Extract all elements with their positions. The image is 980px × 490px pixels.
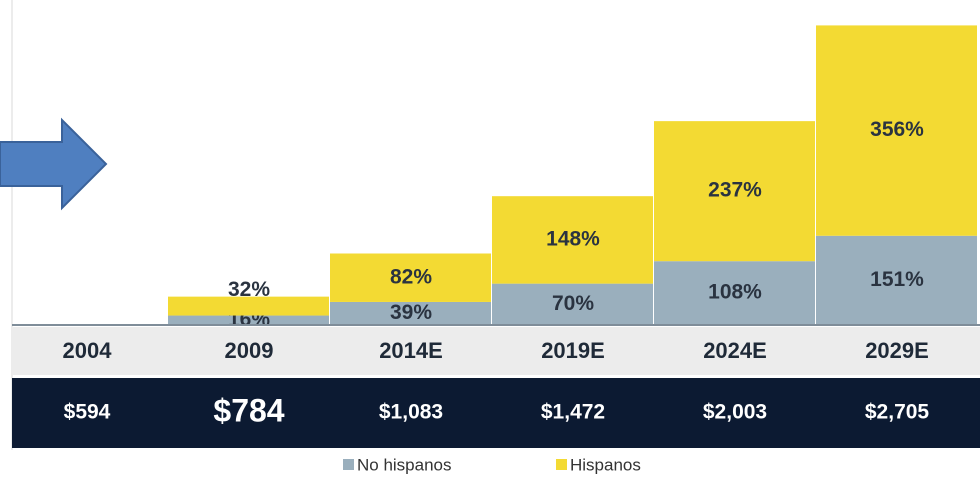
x-tick-label: 2014E bbox=[379, 338, 443, 363]
amount-label: $2,705 bbox=[865, 401, 930, 424]
data-label: 148% bbox=[546, 227, 600, 250]
bar-segment bbox=[654, 121, 815, 262]
amount-label: $2,003 bbox=[703, 401, 767, 424]
bar-segment bbox=[168, 296, 329, 316]
legend-swatch bbox=[343, 459, 354, 470]
x-tick-label: 2009 bbox=[225, 338, 274, 363]
bar-segment bbox=[168, 315, 329, 325]
bar-segment bbox=[330, 253, 491, 302]
data-label: 108% bbox=[708, 281, 762, 304]
bar-segment bbox=[492, 283, 653, 325]
x-tick-label: 2019E bbox=[541, 338, 605, 363]
x-tick-label: 2029E bbox=[865, 338, 929, 363]
amount-label: $594 bbox=[64, 401, 111, 424]
amount-row bbox=[12, 378, 980, 448]
legend-label: No hispanos bbox=[357, 455, 452, 474]
amount-label: $784 bbox=[213, 392, 284, 428]
data-label: 151% bbox=[870, 268, 924, 291]
data-label: 237% bbox=[708, 179, 762, 202]
amount-label: $1,472 bbox=[541, 401, 605, 424]
data-label: 32% bbox=[228, 278, 270, 301]
amount-label: $1,083 bbox=[379, 401, 443, 424]
x-tick-label: 2004 bbox=[63, 338, 113, 363]
data-label: 356% bbox=[870, 118, 924, 141]
legend-swatch bbox=[556, 459, 567, 470]
data-label: 39% bbox=[390, 301, 432, 324]
data-label: 70% bbox=[552, 292, 594, 315]
x-tick-label: 2024E bbox=[703, 338, 767, 363]
arrow bbox=[0, 117, 108, 211]
bar-segment bbox=[492, 196, 653, 284]
legend: No hispanos Hispanos bbox=[343, 455, 641, 474]
year-row bbox=[12, 327, 980, 375]
bar-segment bbox=[330, 301, 491, 325]
bar-segment bbox=[816, 25, 977, 236]
legend-label: Hispanos bbox=[570, 455, 641, 474]
bar-segment bbox=[816, 235, 977, 325]
bar-segment bbox=[654, 261, 815, 325]
data-label: 82% bbox=[390, 265, 432, 288]
